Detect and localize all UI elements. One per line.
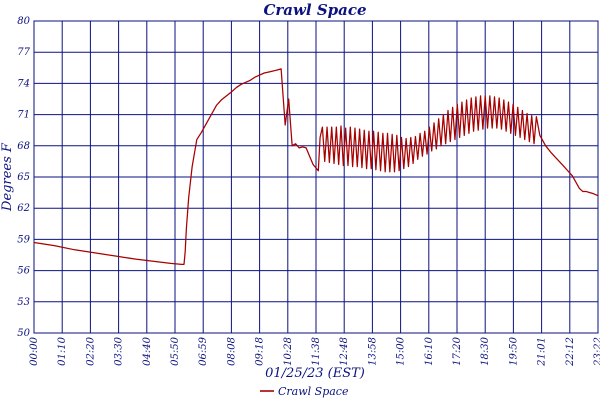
chart-title: Crawl Space <box>263 1 366 19</box>
y-tick-label: 62 <box>17 203 30 214</box>
x-tick-label: 18:30 <box>480 336 491 365</box>
x-tick-label: 00:00 <box>29 336 40 365</box>
legend: Crawl Space <box>260 385 349 398</box>
x-tick-label: 16:10 <box>424 336 435 365</box>
x-tick-label: 01:10 <box>57 336 68 365</box>
x-tick-label: 11:38 <box>311 337 322 366</box>
series-layer <box>33 68 599 265</box>
y-tick-label: 71 <box>17 110 30 121</box>
y-tick-label: 80 <box>17 16 30 27</box>
y-tick-labels: 50 53 56 59 62 65 68 71 74 77 80 <box>17 16 30 339</box>
x-tick-label: 10:28 <box>283 337 294 366</box>
y-tick-label: 68 <box>17 141 30 152</box>
x-tick-label: 12:48 <box>339 337 350 366</box>
x-tick-label: 08:08 <box>226 337 237 366</box>
x-tick-label: 05:50 <box>170 336 181 365</box>
x-tick-label: 23:22 <box>593 337 600 367</box>
x-tick-label: 13:58 <box>367 337 378 366</box>
x-tick-label: 02:20 <box>85 336 96 365</box>
x-tick-label: 21:01 <box>537 337 548 367</box>
y-tick-label: 53 <box>17 297 30 308</box>
x-tick-label: 04:40 <box>142 336 153 365</box>
x-tick-label: 15:00 <box>396 336 407 365</box>
y-tick-label: 65 <box>17 172 30 183</box>
legend-label-crawl-space: Crawl Space <box>278 385 349 398</box>
x-tick-label: 03:30 <box>114 336 125 365</box>
y-tick-label: 59 <box>17 234 30 245</box>
x-tick-label: 17:20 <box>452 336 463 365</box>
y-tick-label: 74 <box>17 78 30 89</box>
x-tick-label: 22:12 <box>565 337 576 367</box>
x-tick-labels: 00:00 01:10 02:20 03:30 04:40 05:50 06:59 08:08… <box>29 336 600 366</box>
x-tick-label: 19:50 <box>508 336 519 365</box>
y-tick-label: 56 <box>17 266 30 277</box>
x-tick-label: 06:59 <box>198 336 209 365</box>
y-tick-label: 50 <box>17 328 30 339</box>
grid-layer <box>33 20 599 334</box>
x-tick-label: 09:18 <box>255 337 266 366</box>
y-tick-label: 77 <box>17 47 30 58</box>
series-line-crawl-space <box>33 68 599 265</box>
x-axis-label: 01/25/23 (EST) <box>265 366 365 381</box>
y-axis-label: Degrees F <box>0 142 15 212</box>
